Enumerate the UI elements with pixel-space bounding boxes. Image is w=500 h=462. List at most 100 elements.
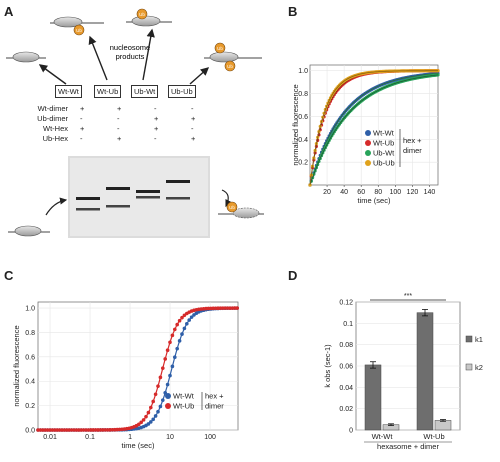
y-tick-label: 0.12 [339,300,353,307]
svg-text:Ub: Ub [227,64,233,69]
x-tick-label: 0.01 [43,434,57,441]
x-tick-label: 60 [357,189,365,196]
ubiquitin-icon [226,201,238,213]
condition-mark: - [117,114,120,123]
x-tick-label: 10 [166,434,174,441]
y-tick-label: 0.4 [25,379,35,386]
y-tick-label: 0.8 [25,330,35,337]
chart-d: 0 0.02 0.04 0.06 0.08 0.1 0.12 Wt-Wt Wt-Ubhexaso… [323,293,483,451]
chart-c: 0.01 0.1 1 10 100 0.0 0.2 0.4 0.6 0.8 1.0 time (sec… [12,301,239,450]
x-tick-label: 20 [323,189,331,196]
products-label-line2: products [116,52,145,61]
y-tick-label: 0.6 [25,354,35,361]
legend-bracket-label: hex + [403,136,422,145]
fit-line [309,70,438,186]
y-tick-label: 0.1 [343,321,353,328]
y-tick-label: 0.08 [339,342,353,349]
ubiquitin-icon [136,8,148,20]
legend-marker [165,393,171,399]
fit-line [309,73,439,186]
condition-mark: - [80,134,83,143]
legend-label: Wt-Wt [373,129,395,138]
arrow-ub-wt [142,28,155,81]
legend-label: k2 [475,363,483,372]
condition-mark: - [154,134,157,143]
products-label-line1: nucleosome [110,43,150,52]
svg-text:Ub: Ub [139,12,145,17]
legend-marker [365,140,371,146]
legend-bracket-label: hex + [205,392,224,401]
ubiquitin-icon [214,42,226,54]
series-wt-ub [36,306,239,432]
panel-letter-b: B [288,4,298,19]
legend-label: Wt-Ub [173,402,194,411]
series-ub-wt [308,73,440,187]
hexasome-ub-input: Ub [218,189,264,219]
panel-letter-d: D [288,268,298,283]
y-tick-label: 1.0 [25,306,35,313]
panel-a-schematic: Ub Ub Ub Ub nucleosome products [6,8,264,238]
condition-mark: - [154,104,157,113]
legend-swatch [465,335,473,343]
hexasome-input [8,197,68,237]
x-tick-label: 0.1 [85,434,95,441]
condition-row-label: Wt-dimer [37,104,68,113]
y-tick-label: 1.0 [298,68,308,75]
condition-mark: - [191,124,194,133]
nucleosome-ub-wt: Ub [126,8,172,27]
nucleosome-wt-ub: Ub [50,16,104,36]
y-tick-label: 0.06 [339,364,353,371]
x-tick-label: Wt-Ub [423,432,444,441]
nucleosome-wt-wt [6,51,46,63]
legend-swatch [465,363,473,371]
legend-label: Ub-Wt [373,149,395,158]
x-tick-label: 100 [204,434,216,441]
condition-row-label: Wt-Hex [43,124,68,133]
legend-marker [365,150,371,156]
fit-line [309,74,439,186]
series-ub-ub [308,69,440,187]
legend-bracket-label: dimer [403,146,422,155]
x-tick-label: 100 [389,189,401,196]
x-axis-label: time (sec) [358,196,391,205]
legend-label: Wt-Wt [173,392,195,401]
x-tick-label: 140 [424,189,436,196]
ubiquitin-icon [73,24,85,36]
y-tick-label: 0.04 [339,385,353,392]
plot-frame [309,64,439,186]
condition-mark: + [154,124,159,133]
svg-text:Ub: Ub [76,28,82,33]
y-tick-label: 0.02 [339,406,353,413]
gel-bands [76,180,190,211]
bar [364,364,382,431]
box-wt-wt: Wt-Wt [55,85,82,98]
arrow-wt-wt [38,64,67,85]
x-axis-label: hexasome + dimer [377,442,439,451]
fit-line [38,307,238,431]
legend-bracket-label: dimer [205,402,224,411]
y-tick-label: 0.2 [25,403,35,410]
legend-marker [365,160,371,166]
panel-letter-c: C [4,268,14,283]
condition-mark: - [80,114,83,123]
plot-frame [37,301,239,431]
legend-marker [365,130,371,136]
x-tick-label: 80 [374,189,382,196]
significance-label: *** [404,293,412,300]
legend-marker [165,403,171,409]
condition-mark: + [191,134,196,143]
svg-text:Ub: Ub [229,205,235,210]
y-axis-label: normalized fluorescence [291,84,300,165]
arrow-ub-ub [189,67,210,85]
condition-mark: - [117,124,120,133]
y-tick-label: 0.8 [298,91,308,98]
chart-b: 20 40 60 80 100 120 140 0.2 0.4 0.6 0.8 1.0 time (se… [291,64,440,205]
condition-mark: + [117,104,122,113]
x-tick-label: 120 [407,189,419,196]
y-axis-label: k obs (sec-1) [323,344,332,388]
y-tick-label: 0.2 [298,160,308,167]
condition-row-label: Ub-dimer [37,114,68,123]
condition-mark: + [191,114,196,123]
legend-label: Wt-Ub [373,139,394,148]
bar [434,420,452,431]
